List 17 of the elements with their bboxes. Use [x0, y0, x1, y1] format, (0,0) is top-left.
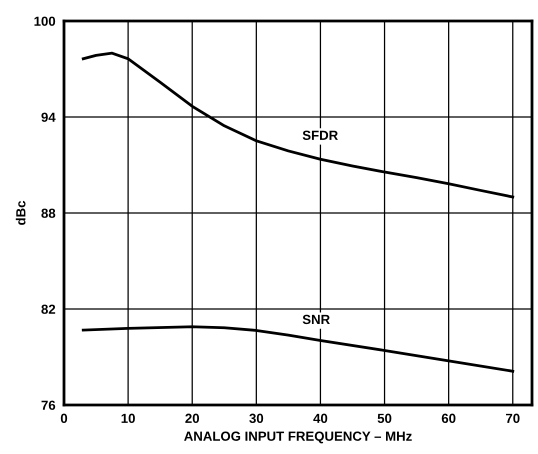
y-tick-label: 88	[41, 208, 56, 218]
x-axis-title: ANALOG INPUT FREQUENCY – MHz	[184, 432, 412, 444]
x-tick-label: 20	[185, 414, 200, 424]
x-tick-label: 10	[122, 414, 135, 424]
x-tick-label: 70	[506, 414, 520, 424]
series-label: SFDR	[302, 130, 338, 140]
x-tick-label: 50	[378, 414, 392, 424]
series-label: SNR	[302, 314, 330, 324]
x-tick-label: 40	[313, 414, 328, 424]
y-tick-label: 100	[34, 16, 56, 26]
x-tick-label: 30	[249, 414, 264, 424]
y-tick-label: 76	[42, 400, 56, 410]
x-tick-label: 0	[60, 414, 68, 424]
x-tick-label: 60	[442, 414, 456, 424]
y-tick-label: 94	[41, 112, 56, 122]
y-axis-title: dBc	[16, 200, 26, 225]
y-tick-label: 82	[41, 304, 56, 314]
